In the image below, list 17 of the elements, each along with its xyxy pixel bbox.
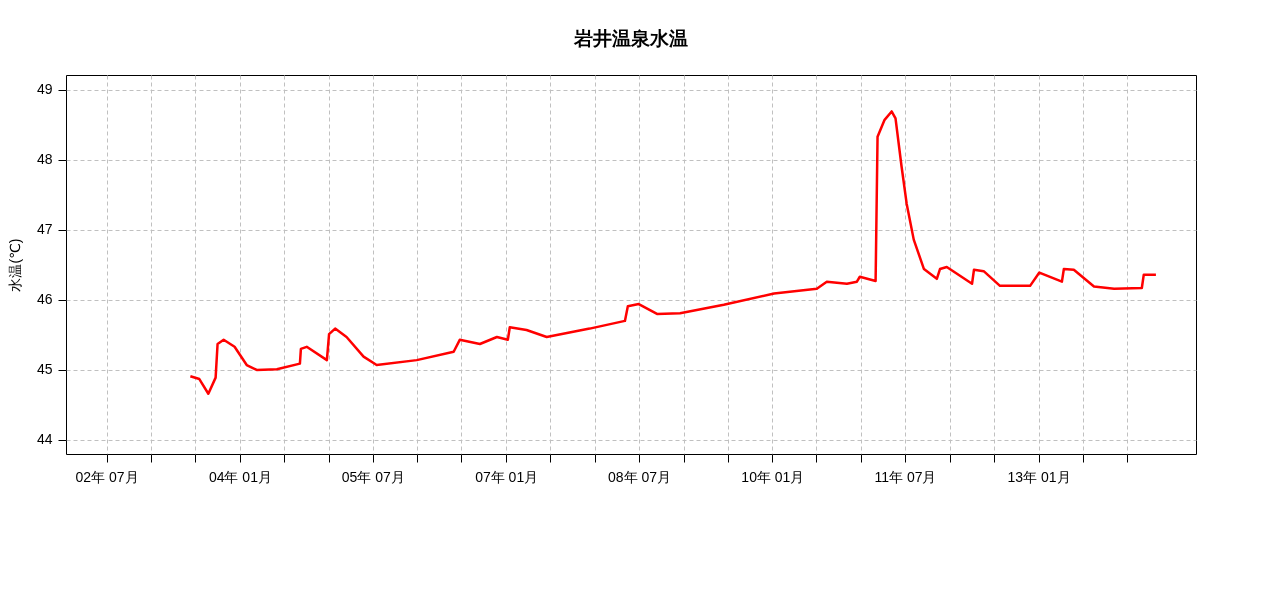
- y-tick-label: 44: [36, 431, 53, 448]
- x-tick-label: 05年 07月: [341, 468, 405, 485]
- x-tick-label: 13年 01月: [1007, 468, 1071, 485]
- y-tick-label: 47: [36, 221, 53, 238]
- x-tick-label: 11年 07月: [874, 468, 937, 485]
- y-tick-label: 49: [36, 81, 53, 98]
- x-tick-label: 10年 01月: [741, 468, 805, 485]
- x-tick-label: 02年 07月: [75, 468, 139, 485]
- chart-title: 岩井温泉水温: [573, 28, 688, 49]
- x-tick-label: 07年 01月: [475, 468, 539, 485]
- x-tick-label: 08年 07月: [607, 468, 672, 485]
- x-tick-label: 04年 01月: [208, 468, 272, 485]
- y-axis-title: 水温(℃): [6, 238, 23, 292]
- y-tick-label: 48: [36, 151, 53, 168]
- y-tick-label: 46: [36, 291, 53, 308]
- line-series: [189, 110, 1158, 395]
- y-tick-label: 45: [36, 361, 53, 378]
